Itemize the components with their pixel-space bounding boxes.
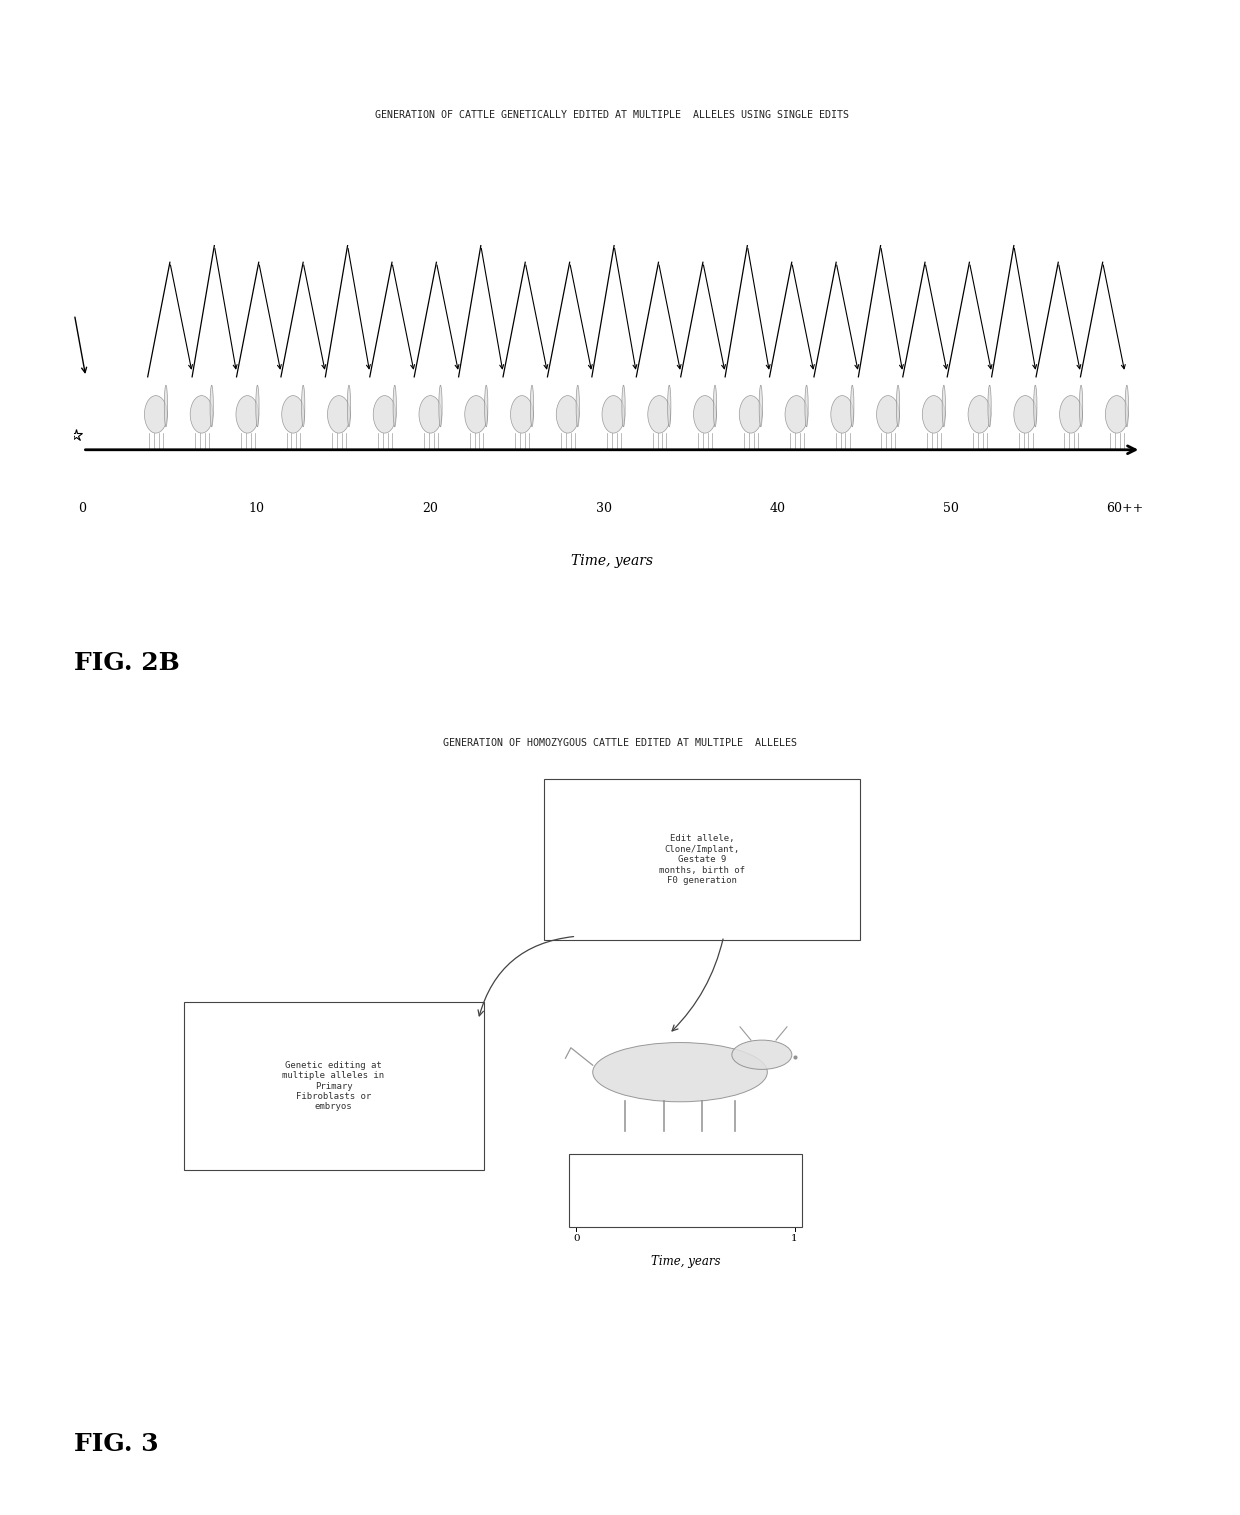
Ellipse shape (732, 1041, 792, 1070)
Text: 1: 1 (791, 1233, 797, 1242)
Ellipse shape (511, 395, 533, 433)
Ellipse shape (647, 395, 671, 433)
Text: Time, years: Time, years (651, 1254, 720, 1268)
Ellipse shape (190, 395, 213, 433)
Ellipse shape (465, 395, 487, 433)
FancyBboxPatch shape (569, 1154, 802, 1227)
Text: 50: 50 (944, 501, 959, 515)
Circle shape (301, 385, 305, 427)
Circle shape (1034, 385, 1037, 427)
Text: GENERATION OF HOMOZYGOUS CATTLE EDITED AT MULTIPLE  ALLELES: GENERATION OF HOMOZYGOUS CATTLE EDITED A… (443, 738, 797, 748)
Ellipse shape (373, 395, 396, 433)
Circle shape (347, 385, 351, 427)
Text: 0: 0 (573, 1233, 579, 1242)
Circle shape (897, 385, 900, 427)
Circle shape (942, 385, 945, 427)
Ellipse shape (1014, 395, 1037, 433)
Circle shape (713, 385, 717, 427)
Text: Time, years: Time, years (570, 554, 652, 568)
Ellipse shape (327, 395, 350, 433)
Ellipse shape (877, 395, 899, 433)
Text: 60++: 60++ (1106, 501, 1143, 515)
Text: GENERATION OF CATTLE GENETICALLY EDITED AT MULTIPLE  ALLELES USING SINGLE EDITS: GENERATION OF CATTLE GENETICALLY EDITED … (374, 111, 849, 120)
Circle shape (851, 385, 854, 427)
Circle shape (165, 385, 167, 427)
Circle shape (667, 385, 671, 427)
Text: 40: 40 (770, 501, 785, 515)
Ellipse shape (1060, 395, 1083, 433)
Ellipse shape (557, 395, 579, 433)
Text: 10: 10 (248, 501, 264, 515)
Ellipse shape (236, 395, 259, 433)
Circle shape (988, 385, 991, 427)
Circle shape (1080, 385, 1083, 427)
Ellipse shape (593, 1042, 768, 1101)
Ellipse shape (419, 395, 441, 433)
Circle shape (805, 385, 808, 427)
FancyBboxPatch shape (543, 779, 861, 939)
Ellipse shape (968, 395, 991, 433)
Text: FIG. 3: FIG. 3 (74, 1432, 159, 1456)
Circle shape (759, 385, 763, 427)
Circle shape (439, 385, 443, 427)
Circle shape (577, 385, 579, 427)
Text: 20: 20 (422, 501, 438, 515)
Circle shape (531, 385, 533, 427)
Ellipse shape (1105, 395, 1128, 433)
Ellipse shape (601, 395, 625, 433)
Circle shape (485, 385, 487, 427)
Ellipse shape (739, 395, 763, 433)
Text: 30: 30 (595, 501, 611, 515)
Circle shape (622, 385, 625, 427)
FancyBboxPatch shape (184, 1003, 484, 1170)
Text: Edit allele,
Clone/Implant,
Gestate 9
months, birth of
F0 generation: Edit allele, Clone/Implant, Gestate 9 mo… (658, 835, 745, 885)
Circle shape (1125, 385, 1128, 427)
Text: 0: 0 (78, 501, 87, 515)
Text: FIG. 2B: FIG. 2B (74, 651, 180, 676)
Ellipse shape (144, 395, 167, 433)
Ellipse shape (785, 395, 807, 433)
Ellipse shape (831, 395, 853, 433)
Text: Genetic editing at
multiple alleles in
Primary
Fibroblasts or
embryos: Genetic editing at multiple alleles in P… (283, 1060, 384, 1112)
Ellipse shape (923, 395, 945, 433)
Circle shape (255, 385, 259, 427)
Circle shape (393, 385, 397, 427)
Ellipse shape (281, 395, 305, 433)
Ellipse shape (693, 395, 717, 433)
Circle shape (210, 385, 213, 427)
